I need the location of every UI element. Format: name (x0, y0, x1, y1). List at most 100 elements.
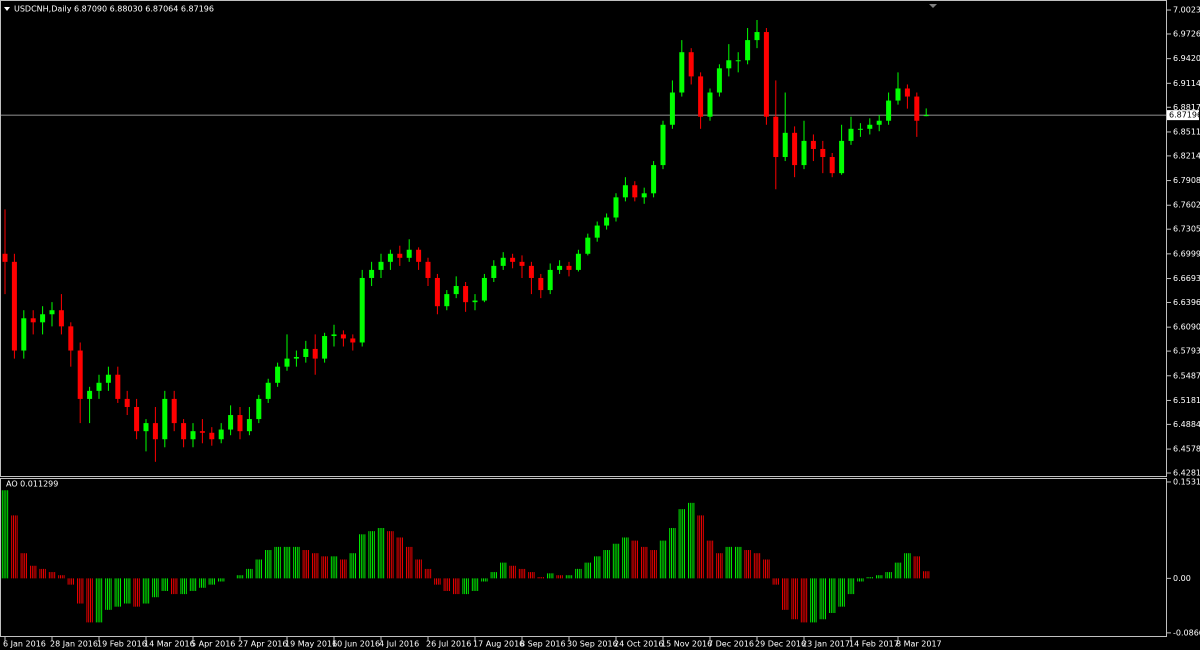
candle-body (500, 257, 506, 266)
candle-body (716, 68, 722, 93)
candle-body (265, 382, 271, 399)
candle-body (199, 431, 205, 433)
x-tick-label: 4 Jul 2016 (379, 640, 419, 649)
x-tick-label: 15 Nov 2016 (661, 640, 712, 649)
candle-body (594, 225, 600, 238)
candle-body (58, 310, 64, 327)
candle-body (557, 265, 563, 270)
candle-body (886, 100, 892, 121)
x-tick-label: 14 Mar 2016 (144, 640, 195, 649)
y-tick-label: 6.54870 (1173, 371, 1200, 380)
x-tick-label: 10 Jun 2016 (332, 640, 380, 649)
candle-body (651, 165, 657, 194)
x-tick-label: 24 Oct 2016 (614, 640, 663, 649)
candle-body (876, 120, 882, 125)
y-tick-label: 6.57930 (1173, 347, 1200, 356)
candle-body (895, 88, 901, 101)
candle-body (246, 419, 252, 432)
x-tick-label: 29 Dec 2016 (755, 640, 806, 649)
candle-body (773, 116, 779, 158)
price-label-box (1167, 110, 1199, 121)
x-tick-label: 17 Aug 2016 (473, 640, 524, 649)
y-tick-label: 0.00 (1173, 574, 1191, 583)
x-tick-label: 7 Dec 2016 (708, 640, 754, 649)
candle-body (444, 294, 450, 307)
x-tick-label: 30 Sep 2016 (567, 640, 618, 649)
y-tick-label: 6.88170 (1173, 103, 1200, 112)
x-tick-label: 6 Jan 2016 (3, 640, 46, 649)
candle-body (463, 286, 469, 303)
chart-title: USDCNH,Daily 6.87090 6.88030 6.87064 6.8… (14, 5, 214, 14)
candle-body (547, 269, 553, 291)
candle-body (763, 32, 769, 117)
x-tick-label: 5 Apr 2016 (191, 640, 235, 649)
candle-body (519, 261, 525, 266)
candle-body (914, 96, 920, 121)
candle-body (340, 334, 346, 339)
candle-body (40, 314, 46, 323)
candle-body (434, 277, 440, 307)
candle-body (275, 366, 281, 383)
x-tick-label: 14 Feb 2017 (849, 640, 899, 649)
candle-body (68, 326, 74, 351)
candle-body (237, 415, 243, 432)
ao-frame (0, 478, 1167, 637)
x-tick-label: 19 Feb 2016 (97, 640, 147, 649)
candle-body (134, 406, 140, 432)
candle-body (923, 115, 929, 117)
x-tick-label: 19 May 2016 (285, 640, 337, 649)
y-tick-label: 6.73050 (1173, 225, 1200, 234)
title-arrow (4, 7, 10, 11)
candle-body (77, 350, 83, 399)
candle-body (510, 257, 516, 262)
candle-body (782, 132, 788, 158)
candle-body (669, 92, 675, 125)
candle-body (425, 261, 431, 278)
candle-body (11, 261, 17, 351)
candle-body (528, 265, 534, 278)
candle-body (96, 382, 102, 391)
y-tick-label: 6.60900 (1173, 323, 1200, 332)
candle-body (87, 390, 93, 399)
candle-body (331, 334, 337, 337)
candle-body (359, 277, 365, 343)
candle-body (829, 157, 835, 174)
x-tick-label: 23 Jan 2017 (802, 640, 850, 649)
candle-body (641, 193, 647, 198)
candle-body (171, 398, 177, 424)
candle-body (613, 197, 619, 218)
candle-body (904, 88, 910, 97)
candle-body (218, 429, 224, 440)
y-tick-label: 6.94200 (1173, 54, 1200, 63)
candle-body (256, 398, 262, 420)
candle-body (848, 128, 854, 141)
y-tick-label: 6.45780 (1173, 445, 1200, 454)
candle-body (538, 277, 544, 291)
candle-body (688, 52, 694, 77)
x-tick-label: 28 Jan 2016 (50, 640, 98, 649)
candle-body (312, 348, 318, 359)
candle-body (622, 185, 628, 198)
candle-body (406, 249, 412, 258)
candle-body (284, 358, 290, 367)
candle-body (2, 253, 8, 262)
indicator-title: AO 0.011299 (6, 480, 58, 489)
y-tick-label: 6.48840 (1173, 420, 1200, 429)
y-tick-label: 6.42810 (1173, 469, 1200, 478)
candle-body (397, 253, 403, 258)
candle-body (49, 310, 55, 315)
candle-body (472, 300, 478, 303)
candle-body (491, 265, 497, 278)
candle-body (810, 140, 816, 149)
candle-body (303, 348, 309, 357)
y-tick-label: 6.91140 (1173, 79, 1200, 88)
y-tick-label: 6.66930 (1173, 274, 1200, 283)
candle-body (839, 140, 845, 174)
candle-body (190, 431, 196, 440)
candle-body (792, 132, 798, 166)
candle-body (726, 60, 732, 69)
price-label: 6.87196 (1169, 111, 1200, 120)
